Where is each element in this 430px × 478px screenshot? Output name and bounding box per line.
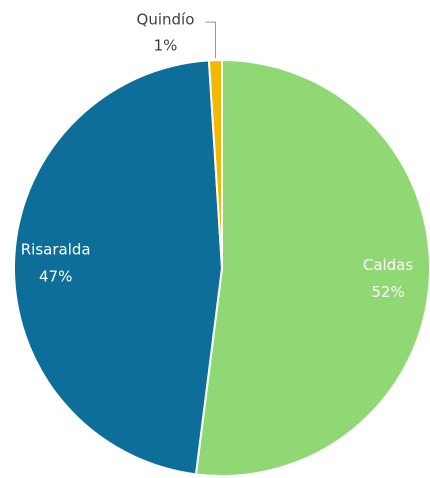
- leader-line: [205, 21, 216, 59]
- slice-label: Quindío: [137, 11, 195, 29]
- pie-slice: [13, 59, 224, 476]
- slice-value: 1%: [154, 37, 178, 55]
- slice-label: Risaralda: [21, 240, 91, 258]
- slice-value: 47%: [39, 267, 72, 285]
- slice-value: 52%: [371, 283, 404, 301]
- pie-slice: [207, 58, 223, 269]
- slice-label: Caldas: [363, 256, 414, 274]
